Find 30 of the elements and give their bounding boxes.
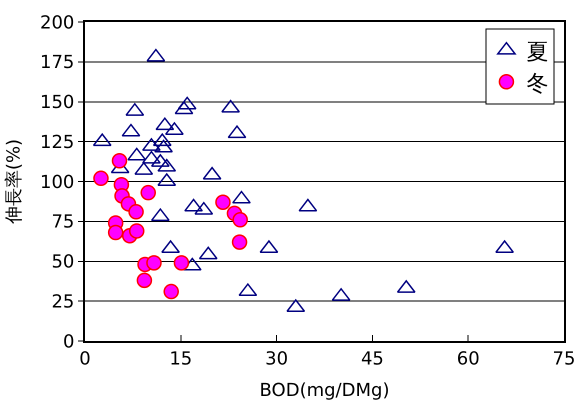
point xyxy=(215,194,231,210)
y-tick-label: 200 xyxy=(40,12,74,34)
x-tick-label: 30 xyxy=(265,348,288,370)
y-tick-label: 150 xyxy=(40,92,74,114)
point xyxy=(232,234,248,250)
point xyxy=(202,166,222,180)
y-tick-label: 25 xyxy=(51,291,74,312)
y-tick-label: 50 xyxy=(51,252,74,273)
x-tick-label: 60 xyxy=(456,348,480,370)
x-axis-title: BOD(mg/DMg) xyxy=(260,380,390,402)
x-tick-label: 45 xyxy=(360,348,384,370)
y-axis-title: 伸長率(%) xyxy=(4,138,25,226)
point xyxy=(142,150,161,164)
x-tick-label: 75 xyxy=(552,348,576,370)
y-tick-label: 75 xyxy=(51,212,74,233)
y-tick-label: 175 xyxy=(40,52,74,74)
x-tick-label: 15 xyxy=(169,348,192,370)
point xyxy=(228,125,246,138)
point xyxy=(163,284,179,300)
point xyxy=(122,124,140,137)
legend-label: 冬 xyxy=(526,71,548,96)
y-tick-label: 100 xyxy=(40,172,74,193)
point xyxy=(232,190,251,204)
point xyxy=(174,101,194,114)
point xyxy=(184,198,203,212)
y-tick-label: 125 xyxy=(40,132,74,153)
x-tick-label: 0 xyxy=(79,348,91,370)
point xyxy=(154,140,173,153)
legend-label: 夏 xyxy=(526,40,548,65)
y-tick-label: 0 xyxy=(62,331,74,352)
